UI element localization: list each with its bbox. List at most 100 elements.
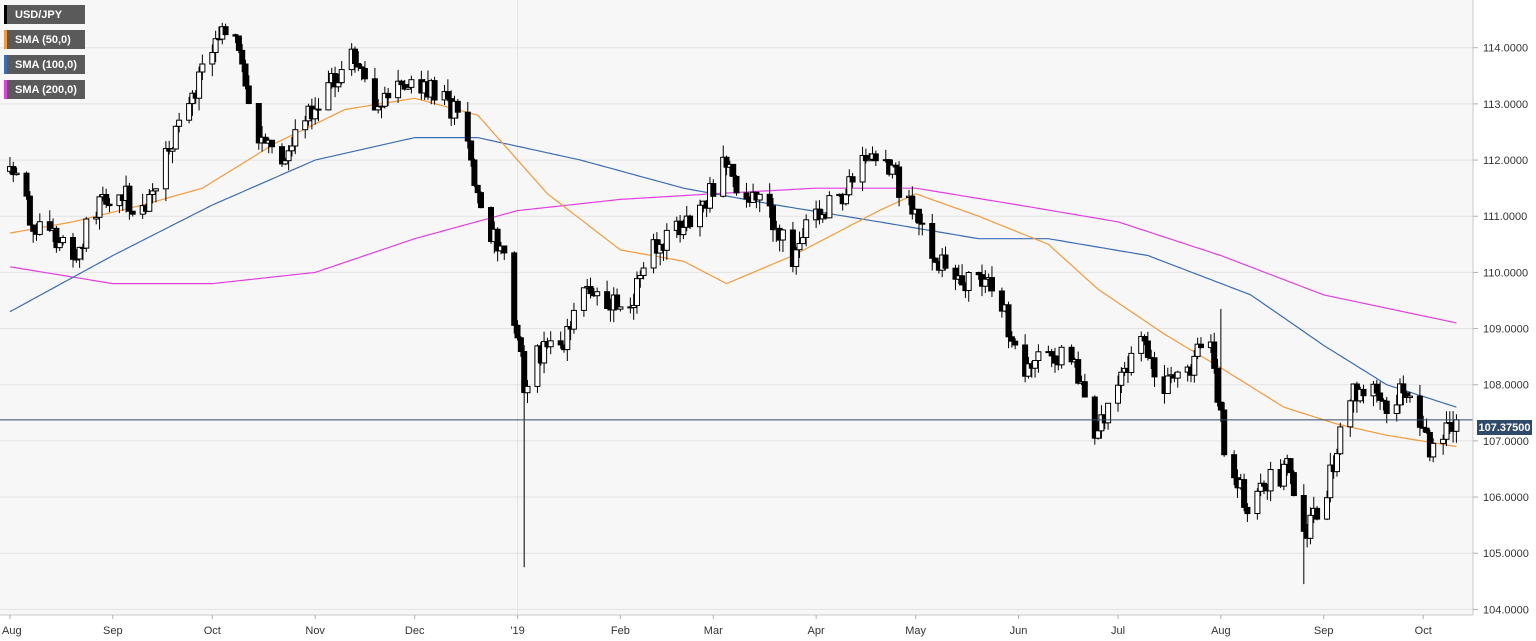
candle-down <box>464 111 471 142</box>
candle-up <box>793 249 800 268</box>
candle-up <box>1257 482 1264 492</box>
candle-down <box>478 192 484 209</box>
candle-down <box>1290 472 1297 497</box>
candle-down <box>431 80 438 101</box>
candle-down <box>474 184 481 194</box>
candle-down <box>521 351 528 394</box>
candle-down <box>1287 458 1294 474</box>
current-price-label: 107.37500 <box>1477 420 1532 435</box>
candle-up <box>73 258 80 261</box>
candle-up <box>630 304 637 308</box>
candle-down <box>106 203 113 207</box>
candle-up <box>285 150 292 162</box>
y-tick-label: 108.0000 <box>1483 380 1529 392</box>
candle-down <box>816 208 823 220</box>
candle-up <box>680 226 687 236</box>
candle-down <box>1400 383 1407 394</box>
x-tick-label: Apr <box>808 625 825 637</box>
x-tick-label: Sep <box>1314 625 1334 637</box>
candle-up <box>1337 426 1344 455</box>
candle-down <box>26 195 33 226</box>
candle-down <box>1403 392 1410 398</box>
candle-down <box>352 48 358 65</box>
legend-item-usdjpy: USD/JPY <box>4 5 85 24</box>
candle-down <box>998 290 1005 312</box>
candle-up <box>570 309 577 330</box>
y-tick-label: 112.0000 <box>1483 155 1528 167</box>
candle-up <box>152 188 159 192</box>
candle-up <box>312 108 319 120</box>
x-tick-label: May <box>905 625 926 637</box>
candle-down <box>1244 506 1251 515</box>
y-axis-ticks: 114.0000 113.0000 112.0000 111.0000 110.0000… <box>1473 43 1529 616</box>
candle-down <box>1300 495 1307 532</box>
candle-up <box>1035 351 1042 361</box>
candle-up <box>149 190 156 195</box>
candle-up <box>56 242 63 249</box>
candle-up <box>1280 463 1287 487</box>
candle-up <box>169 148 176 152</box>
candle-down <box>46 221 53 231</box>
candle-up <box>866 158 873 162</box>
candle-down <box>959 275 966 286</box>
candle-up <box>1095 430 1102 439</box>
candle-down <box>129 210 136 215</box>
candle-down <box>1081 381 1088 398</box>
candle-up <box>1443 422 1450 440</box>
candle-down <box>315 108 322 111</box>
y-tick-label: 109.0000 <box>1483 324 1529 336</box>
candle-down <box>710 183 717 197</box>
candle-up <box>408 79 415 88</box>
candle-down <box>733 175 740 194</box>
y-tick-label: 107.0000 <box>1483 436 1529 448</box>
candle-down <box>385 92 392 99</box>
x-tick-label: Dec <box>405 625 425 637</box>
candle-down <box>255 103 262 144</box>
candle-down <box>909 195 916 215</box>
candle-down <box>942 254 949 269</box>
legend-label: SMA (50,0) <box>15 33 71 46</box>
candle-down <box>952 267 959 280</box>
candle-down <box>587 286 594 295</box>
candle-up <box>381 92 388 107</box>
candle-up <box>1327 464 1334 499</box>
candle-up <box>60 237 66 244</box>
candle-down <box>1091 396 1098 439</box>
candle-up <box>826 195 833 219</box>
candle-down <box>1423 427 1430 434</box>
candle-down <box>1005 304 1012 338</box>
candle-down <box>1198 343 1204 349</box>
x-axis-ticks: Aug Sep Oct Nov Dec '19 Feb Mar Apr May Jun Jul Aug S… <box>2 615 1432 637</box>
candle-up <box>1347 400 1354 428</box>
candle-down <box>23 172 30 197</box>
legend-label: SMA (100,0) <box>15 58 77 71</box>
candle-up <box>1393 404 1400 414</box>
x-tick-label: Aug <box>1211 625 1231 637</box>
candle-up <box>292 129 299 147</box>
x-tick-label: Oct <box>1415 625 1432 637</box>
y-tick-label: 114.0000 <box>1483 43 1528 55</box>
legend-swatch <box>4 30 7 49</box>
candle-up <box>302 120 309 131</box>
candle-up <box>282 160 289 165</box>
candle-up <box>405 86 412 90</box>
candle-down <box>1012 340 1019 346</box>
candle-down <box>501 245 508 254</box>
candle-down <box>401 84 408 90</box>
candle-down <box>332 73 339 88</box>
candle-up <box>212 38 219 54</box>
candle-up <box>1191 355 1198 376</box>
candle-down <box>242 63 249 87</box>
candle-down <box>358 66 365 70</box>
candle-up <box>564 326 571 351</box>
candle-down <box>239 49 246 65</box>
candle-up <box>196 71 203 99</box>
legend-item-sma200: SMA (200,0) <box>4 80 85 99</box>
candle-down <box>932 257 939 263</box>
candle-down <box>279 146 285 165</box>
candle-down <box>454 100 461 113</box>
candle-down <box>1068 346 1075 363</box>
candle-up <box>1254 490 1261 514</box>
x-tick-label: Mar <box>704 625 723 637</box>
candle-down <box>70 237 76 260</box>
